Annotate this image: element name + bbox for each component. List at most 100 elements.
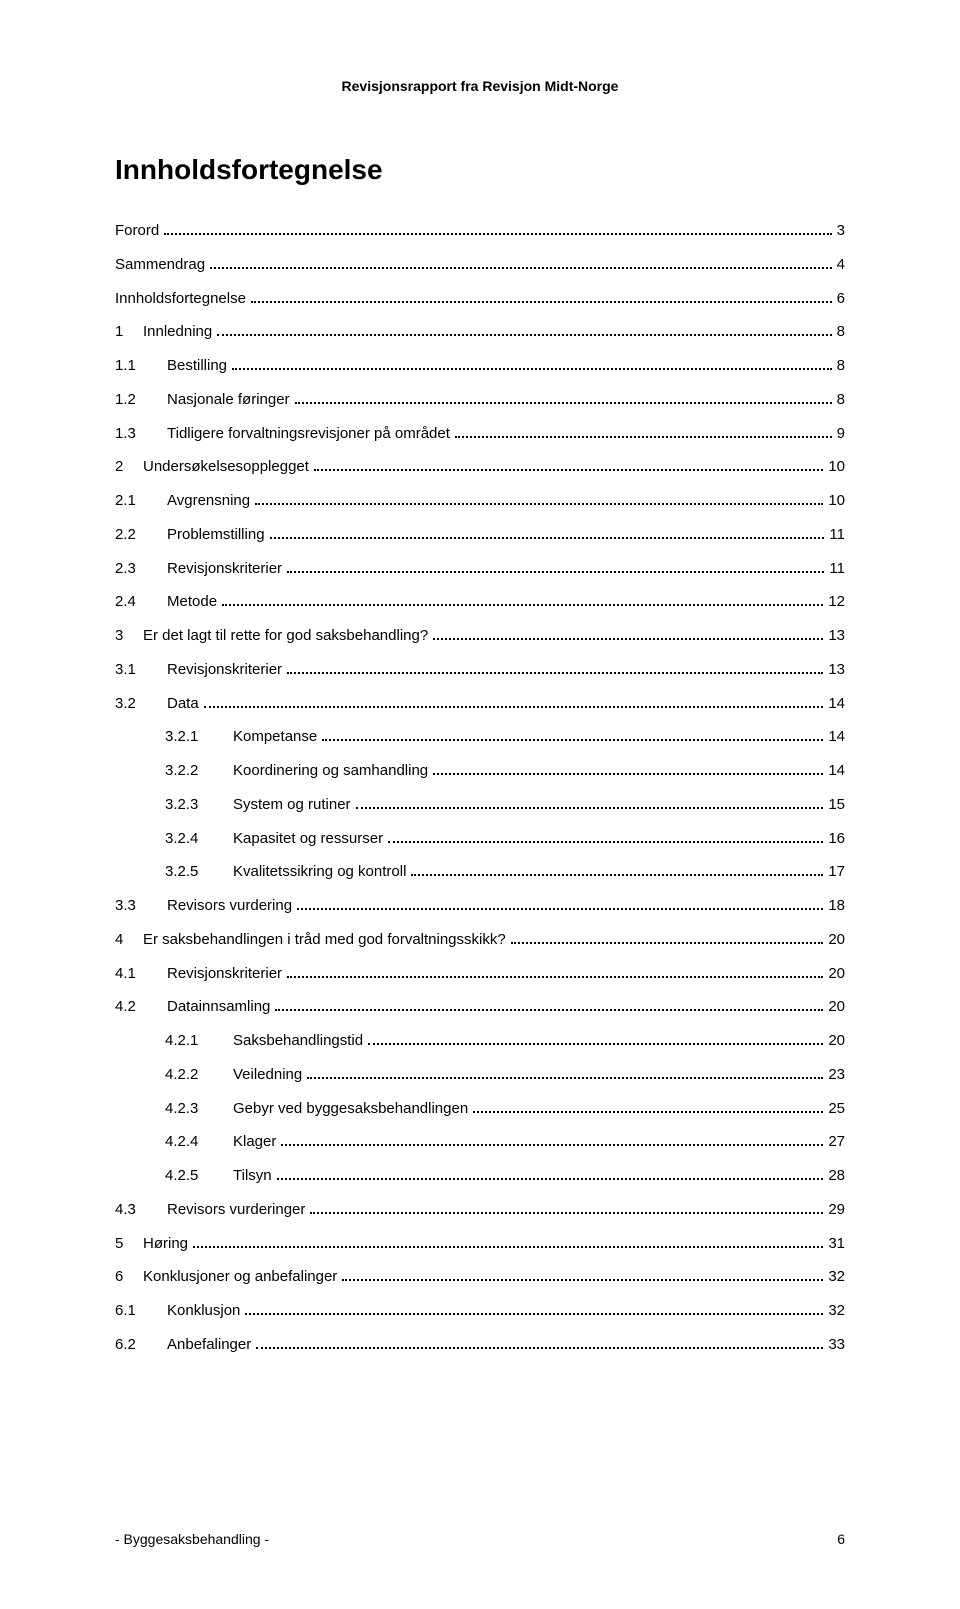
toc-entry-page: 20	[828, 923, 845, 957]
toc-entry-page: 8	[837, 383, 845, 417]
toc-entry: 2.4Metode12	[115, 585, 845, 619]
toc-entry-page: 3	[837, 214, 845, 248]
toc-entry-label: 2.2Problemstilling	[115, 518, 265, 552]
toc-entry-page: 27	[828, 1125, 845, 1159]
toc-leader-dots	[411, 865, 823, 876]
toc-entry: 3.3Revisors vurdering 18	[115, 889, 845, 923]
toc-entry-label: 3.2.4Kapasitet og ressurser	[165, 822, 383, 856]
toc-entry-label: 4.2.5Tilsyn	[165, 1159, 272, 1193]
toc-entry-page: 11	[829, 518, 845, 552]
toc-entry: Innholdsfortegnelse 6	[115, 282, 845, 316]
toc-entry-title: Tidligere forvaltningsrevisjoner på områ…	[167, 425, 450, 442]
toc-leader-dots	[270, 528, 825, 539]
toc-entry-title: Kapasitet og ressurser	[233, 830, 383, 847]
toc-entry-label: Innholdsfortegnelse	[115, 282, 246, 316]
toc-entry: 2.1Avgrensning10	[115, 484, 845, 518]
toc-entry: 4Er saksbehandlingen i tråd med god forv…	[115, 923, 845, 957]
toc-entry-label: 1.2Nasjonale føringer	[115, 383, 290, 417]
toc-entry-page: 12	[828, 585, 845, 619]
toc-entry-page: 32	[828, 1260, 845, 1294]
toc-entry: 3.2.5Kvalitetssikring og kontroll17	[165, 855, 845, 889]
toc-entry-number: 4.2.5	[165, 1159, 233, 1193]
toc-entry-number: 2.1	[115, 484, 167, 518]
toc-entry-number: 1.3	[115, 417, 167, 451]
toc-entry-title: Kvalitetssikring og kontroll	[233, 863, 406, 880]
toc-leader-dots	[322, 730, 823, 741]
toc-entry: 1.3Tidligere forvaltningsrevisjoner på o…	[115, 417, 845, 451]
toc-leader-dots	[251, 292, 832, 303]
toc-leader-dots	[473, 1102, 823, 1113]
toc-entry-page: 28	[828, 1159, 845, 1193]
toc-leader-dots	[210, 258, 832, 269]
toc-entry-label: 6.1Konklusjon	[115, 1294, 240, 1328]
toc-entry-number: 4.2.2	[165, 1058, 233, 1092]
toc-entry: 3.2.3System og rutiner15	[165, 788, 845, 822]
toc-entry-number: 3.2	[115, 687, 167, 721]
toc-entry-page: 29	[828, 1193, 845, 1227]
toc-entry-number: 3.3	[115, 889, 167, 923]
toc-entry-number: 6	[115, 1260, 143, 1294]
toc-entry: 6.1Konklusjon32	[115, 1294, 845, 1328]
footer-page-number: 6	[837, 1531, 845, 1547]
toc-entry-page: 13	[828, 619, 845, 653]
toc-entry: 1.2Nasjonale føringer 8	[115, 383, 845, 417]
toc-entry-label: Forord	[115, 214, 159, 248]
toc-entry: 1Innledning8	[115, 315, 845, 349]
toc-entry-page: 6	[837, 282, 845, 316]
toc-entry-title: Konklusjoner og anbefalinger	[143, 1268, 337, 1285]
toc-entry-number: 2.2	[115, 518, 167, 552]
toc-entry: 4.2.5Tilsyn 28	[165, 1159, 845, 1193]
toc-entry-title: Revisors vurdering	[167, 897, 292, 914]
toc-leader-dots	[433, 629, 823, 640]
toc-entry-title: Tilsyn	[233, 1167, 272, 1184]
toc-entry-title: Er det lagt til rette for god saksbehand…	[143, 627, 428, 644]
toc-leader-dots	[277, 1169, 824, 1180]
toc-leader-dots	[307, 1068, 823, 1079]
toc-entry-page: 14	[828, 754, 845, 788]
toc-entry-page: 18	[828, 889, 845, 923]
toc-entry: 4.2.3Gebyr ved byggesaksbehandlingen25	[165, 1092, 845, 1126]
toc-entry-number: 1.1	[115, 349, 167, 383]
toc-entry-title: Anbefalinger	[167, 1336, 251, 1353]
toc-entry-label: 3.2Data	[115, 687, 199, 721]
toc-entry-title: Gebyr ved byggesaksbehandlingen	[233, 1100, 468, 1117]
toc-entry-title: Sammendrag	[115, 256, 205, 273]
toc-entry-title: System og rutiner	[233, 796, 351, 813]
toc-entry-title: Høring	[143, 1235, 188, 1252]
toc-entry-label: 4.2.3Gebyr ved byggesaksbehandlingen	[165, 1092, 468, 1126]
toc-entry-number: 4.1	[115, 957, 167, 991]
footer-text: - Byggesaksbehandling -	[115, 1531, 269, 1547]
toc-entry-number: 5	[115, 1227, 143, 1261]
toc-entry-title: Forord	[115, 222, 159, 239]
page-header: Revisjonsrapport fra Revisjon Midt-Norge	[115, 78, 845, 94]
toc-leader-dots	[388, 832, 823, 843]
toc-entry-page: 17	[828, 855, 845, 889]
toc-entry-number: 1	[115, 315, 143, 349]
toc-entry-number: 2.4	[115, 585, 167, 619]
toc-entry-number: 3.2.1	[165, 720, 233, 754]
toc-leader-dots	[245, 1304, 823, 1315]
toc-entry-page: 33	[828, 1328, 845, 1362]
toc-entry: 3.2.1Kompetanse14	[165, 720, 845, 754]
toc-entry-label: 3.3Revisors vurdering	[115, 889, 292, 923]
toc-entry: 2.3Revisjonskriterier11	[115, 552, 845, 586]
toc-entry-page: 10	[828, 450, 845, 484]
toc-entry-number: 4	[115, 923, 143, 957]
toc-entry-number: 2.3	[115, 552, 167, 586]
toc-entry-label: Sammendrag	[115, 248, 205, 282]
toc-entry-page: 8	[837, 349, 845, 383]
toc-entry-number: 3	[115, 619, 143, 653]
toc-entry: 3.2.2Koordinering og samhandling14	[165, 754, 845, 788]
toc-entry-title: Klager	[233, 1133, 276, 1150]
toc-entry-page: 9	[837, 417, 845, 451]
toc-entry: 4.1Revisjonskriterier20	[115, 957, 845, 991]
toc-entry-number: 4.2.4	[165, 1125, 233, 1159]
toc-entry-title: Avgrensning	[167, 492, 250, 509]
toc-entry: 4.2Datainnsamling20	[115, 990, 845, 1024]
toc-leader-dots	[314, 460, 823, 471]
toc-entry: 3Er det lagt til rette for god saksbehan…	[115, 619, 845, 653]
toc-leader-dots	[455, 427, 832, 438]
toc-entry: 4.2.2Veiledning23	[165, 1058, 845, 1092]
toc-entry-label: 3.2.1Kompetanse	[165, 720, 317, 754]
toc-entry-label: 1Innledning	[115, 315, 212, 349]
